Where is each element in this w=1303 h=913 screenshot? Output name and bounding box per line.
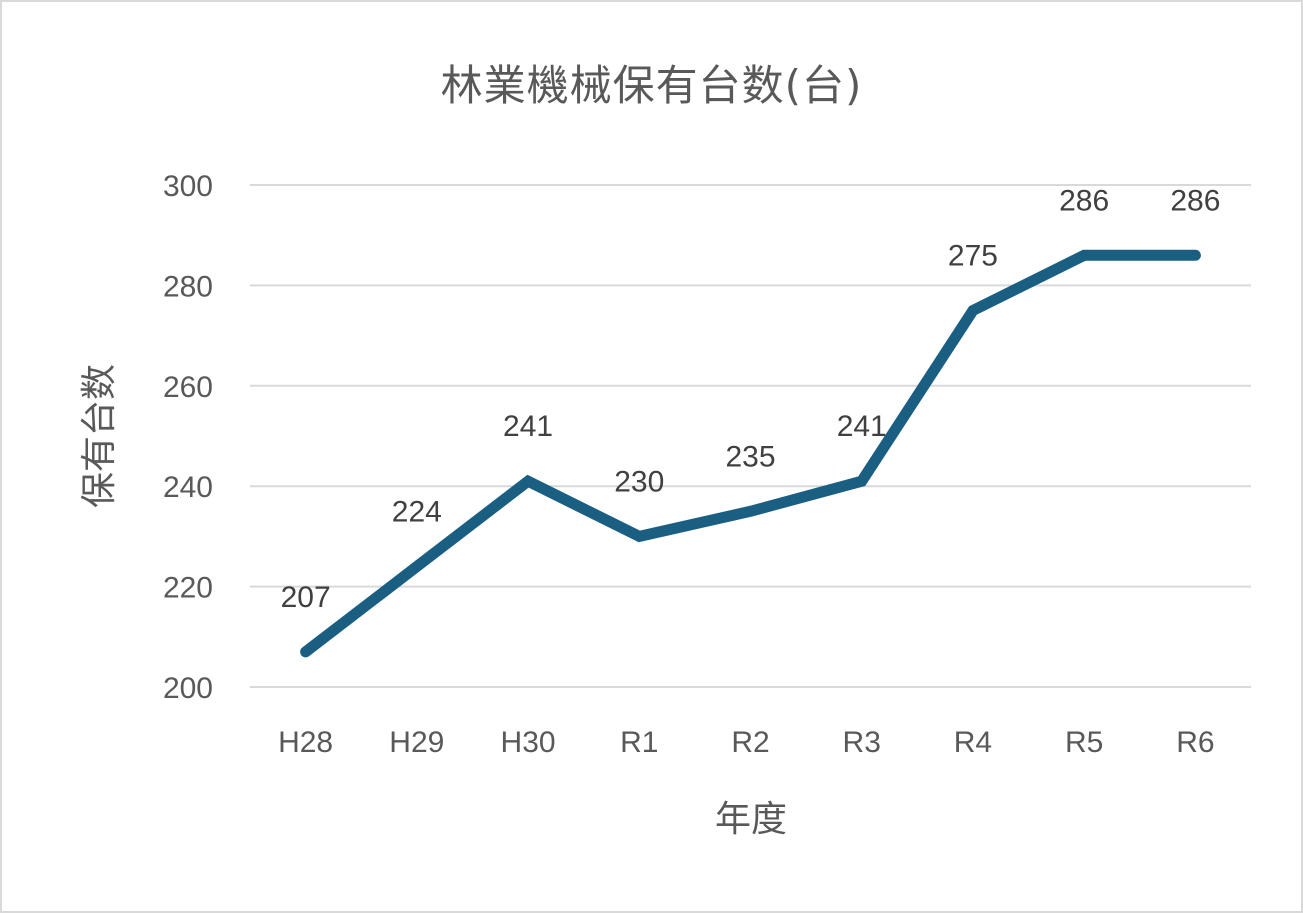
data-label: 275	[948, 240, 998, 273]
x-tick-label: R1	[620, 726, 658, 759]
data-label: 286	[1059, 184, 1109, 217]
data-label: 230	[614, 465, 664, 498]
x-tick-label: R6	[1176, 726, 1214, 759]
data-label: 235	[725, 440, 775, 473]
x-tick-label: R5	[1065, 726, 1103, 759]
y-tick-label: 220	[163, 572, 213, 605]
data-label: 207	[281, 581, 331, 614]
x-tick-label: H29	[389, 726, 444, 759]
data-label: 286	[1170, 184, 1220, 217]
y-tick-label: 280	[163, 270, 213, 303]
data-label: 241	[503, 410, 553, 443]
x-tick-label: H28	[278, 726, 333, 759]
y-tick-label: 200	[163, 672, 213, 705]
x-tick-label: H30	[501, 726, 556, 759]
x-tick-label: R3	[843, 726, 881, 759]
y-axis-ticks: 200 220 240 260 280 300	[163, 170, 213, 705]
data-series-line	[300, 249, 1201, 658]
chart-title: 林業機械保有台数(台)	[440, 61, 863, 110]
x-tick-label: R4	[954, 726, 992, 759]
gridlines	[250, 184, 1251, 688]
y-tick-label: 240	[163, 471, 213, 504]
data-labels: 207 224 241 230 235 241 275 286 286	[281, 184, 1221, 614]
x-axis-ticks: H28 H29 H30 R1 R2 R3 R4 R5 R6	[278, 726, 1214, 759]
data-label: 224	[392, 496, 442, 529]
y-tick-label: 260	[163, 371, 213, 404]
data-label: 241	[837, 410, 887, 443]
x-tick-label: R2	[731, 726, 769, 759]
x-axis-title: 年度	[714, 799, 788, 840]
y-tick-label: 300	[163, 170, 213, 203]
